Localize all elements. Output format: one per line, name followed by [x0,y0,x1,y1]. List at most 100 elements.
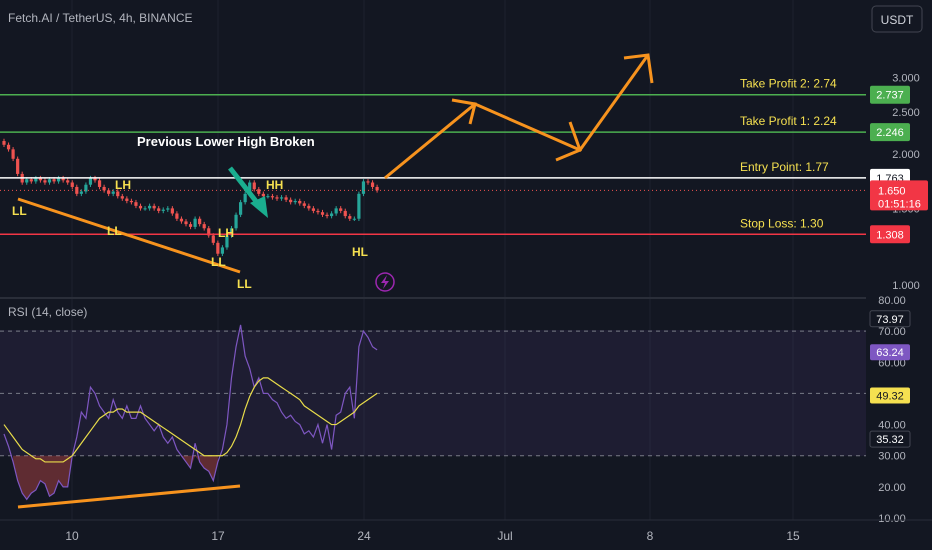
candle-body [375,186,379,191]
level-price-tag [870,123,910,142]
candle-body [43,180,47,183]
rsi-upper-marker-tag [869,310,911,328]
level-price-tag [870,85,910,104]
candle [330,211,334,219]
symbol-title: Fetch.AI / TetherUS, 4h, BINANCE [8,11,193,25]
candle-body [179,218,184,222]
candle-body [370,182,375,187]
candle-body [97,180,102,187]
candle [357,191,361,222]
candle [311,206,315,214]
price-tick-label: 2.500 [892,107,920,119]
candle-body [70,182,74,187]
grid-lines [71,0,794,520]
rsi-lower-marker-tag-text: 35.32 [876,434,904,446]
candle [175,211,179,222]
candle [120,193,124,201]
level-label: Take Profit 1: 2.24 [740,114,837,128]
annotation-ll-2: LL [107,224,122,238]
candle-body [325,214,329,217]
candle-body [302,203,306,206]
rsi-ma-value-tag [870,387,910,404]
candle-body [57,178,61,182]
current-price-value: 1.650 [878,185,906,197]
rsi-value-tag [870,344,910,361]
candle [184,219,188,227]
candle-body [2,141,6,145]
time-tick-label: 15 [786,529,800,543]
candle-body [357,193,361,219]
candle-body [366,181,370,183]
candle [275,195,279,201]
candle [157,206,161,214]
candle [61,175,65,183]
lightning-icon[interactable] [375,272,395,292]
annotation-ll-1: LL [12,204,27,218]
candle-body [361,181,366,194]
candle [193,216,197,230]
candle-body [47,179,52,183]
price-tick-label: 2.000 [892,149,920,161]
candle-body [198,218,202,225]
candle-body [243,193,247,203]
candle-body [307,205,311,209]
currency-button-label: USDT [881,13,914,27]
candle-body [175,213,179,219]
candle [298,198,302,206]
candle [284,195,288,203]
rsi-oversold-fill [13,455,218,500]
annotations: Previous Lower High Broken LL LH LL LH L… [12,134,368,291]
rsi-tick-label: 10.00 [878,513,906,525]
candle-body [129,200,133,203]
candle [234,212,238,231]
time-tick-label: 8 [647,529,654,543]
candle-body [111,191,115,194]
candle-body [289,199,293,203]
candle [11,147,15,162]
price-trendline-lower-lows[interactable] [17,197,241,274]
annotation-ll-3: LL [211,255,226,269]
time-tick-label: 17 [211,529,225,543]
candle-body [234,214,238,229]
candle-body [11,149,15,159]
candle-body [343,210,347,217]
candle [70,180,74,190]
candle-body [107,190,111,194]
candle [202,221,206,231]
candle-body [252,182,256,190]
candle [170,206,174,216]
candle-body [161,209,165,211]
candle [211,233,215,246]
annotation-lh-1: LH [115,178,131,192]
rsi-value-tag-text: 63.24 [876,347,904,359]
candle [339,206,343,214]
candle [289,197,293,205]
candle-body [298,200,302,204]
projected-path[interactable] [384,54,650,180]
currency-button[interactable]: USDT [871,5,923,33]
candle [116,189,120,199]
candle-body [152,205,156,209]
rsi-upper-marker-tag-text: 73.97 [876,314,904,326]
candle [107,188,111,197]
candle [198,216,202,227]
candle-body [207,228,211,236]
rsi-trendline-higher-lows[interactable] [17,484,241,509]
candle-body [157,208,161,211]
candle [225,233,229,250]
candle-body [29,179,33,182]
candle-body [193,218,197,227]
candle-body [84,184,88,192]
candle-body [125,198,129,201]
candle-body [88,178,93,185]
candle [343,208,347,219]
candle [375,184,379,193]
candle-body [34,178,38,182]
time-axis[interactable]: 10 17 24 Jul 8 15 [65,529,800,543]
annotation-hh: HH [266,178,283,192]
candle-body [239,202,243,215]
candle [43,178,47,185]
level-label: Entry Point: 1.77 [740,160,829,174]
candle-body [166,208,170,210]
